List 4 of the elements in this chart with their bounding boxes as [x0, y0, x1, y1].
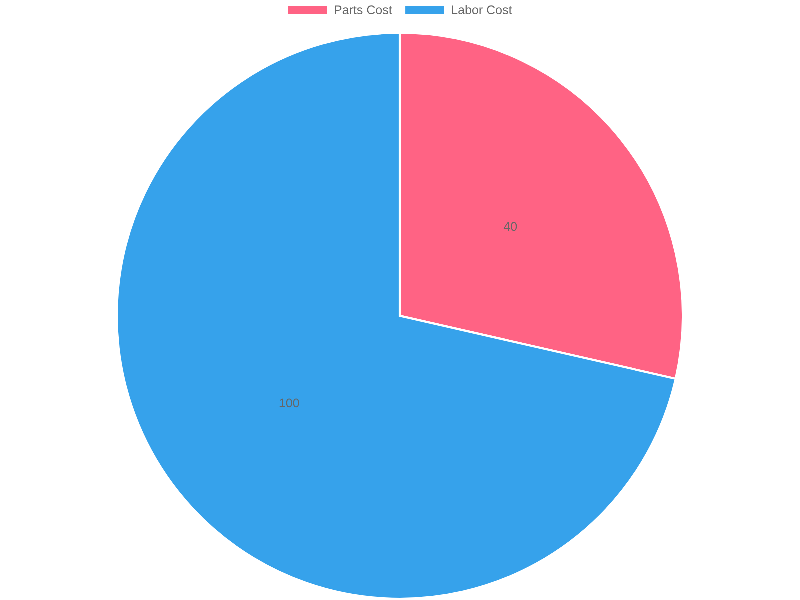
data-label: 100 — [280, 398, 300, 408]
legend-label: Parts Cost — [335, 6, 392, 14]
legend-label: Labor Cost — [452, 5, 512, 14]
data-label: 40 — [504, 222, 518, 232]
